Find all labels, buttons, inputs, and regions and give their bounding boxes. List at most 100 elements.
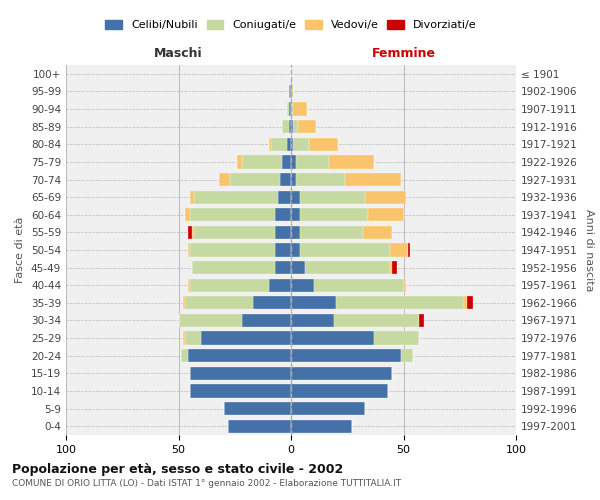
Bar [190, 208, 275, 222]
Bar [291, 420, 352, 433]
Bar [277, 190, 291, 204]
Bar [291, 261, 305, 274]
Bar [363, 226, 392, 239]
Bar [291, 332, 374, 344]
Y-axis label: Anni di nascita: Anni di nascita [584, 209, 594, 291]
Bar [183, 296, 185, 310]
Bar [194, 226, 275, 239]
Bar [305, 261, 390, 274]
Bar [185, 296, 253, 310]
Bar [401, 349, 413, 362]
Bar [291, 366, 392, 380]
Bar [237, 156, 241, 168]
Bar [190, 366, 291, 380]
Bar [192, 261, 275, 274]
Bar [289, 85, 291, 98]
Bar [190, 244, 275, 256]
Bar [287, 138, 291, 151]
Bar [291, 402, 365, 415]
Bar [345, 173, 401, 186]
Bar [192, 226, 194, 239]
Bar [280, 173, 291, 186]
Bar [291, 102, 293, 116]
Bar [223, 402, 291, 415]
Bar [289, 102, 291, 116]
Bar [291, 296, 336, 310]
Bar [291, 278, 314, 292]
Bar [253, 296, 291, 310]
Bar [241, 314, 291, 327]
Bar [291, 384, 388, 398]
Bar [271, 138, 287, 151]
Bar [309, 138, 338, 151]
Bar [289, 120, 291, 134]
Bar [291, 208, 300, 222]
Bar [275, 208, 291, 222]
Bar [269, 278, 291, 292]
Bar [287, 102, 289, 116]
Bar [291, 173, 296, 186]
Bar [374, 332, 419, 344]
Y-axis label: Fasce di età: Fasce di età [16, 217, 25, 283]
Bar [230, 173, 280, 186]
Bar [183, 332, 185, 344]
Bar [293, 102, 307, 116]
Bar [291, 138, 293, 151]
Bar [296, 173, 345, 186]
Bar [282, 156, 291, 168]
Bar [219, 173, 230, 186]
Bar [275, 244, 291, 256]
Bar [187, 244, 190, 256]
Bar [190, 190, 194, 204]
Bar [392, 261, 397, 274]
Legend: Celibi/Nubili, Coniugati/e, Vedovi/e, Divorziati/e: Celibi/Nubili, Coniugati/e, Vedovi/e, Di… [101, 15, 481, 34]
Bar [291, 314, 334, 327]
Bar [298, 120, 316, 134]
Bar [390, 261, 392, 274]
Bar [419, 314, 424, 327]
Bar [314, 278, 404, 292]
Bar [291, 349, 401, 362]
Bar [334, 314, 419, 327]
Bar [228, 420, 291, 433]
Bar [291, 226, 300, 239]
Bar [291, 120, 293, 134]
Bar [390, 244, 408, 256]
Bar [300, 190, 365, 204]
Bar [282, 120, 289, 134]
Text: Maschi: Maschi [154, 46, 203, 60]
Bar [293, 120, 298, 134]
Bar [365, 190, 406, 204]
Bar [404, 278, 406, 292]
Bar [194, 190, 277, 204]
Bar [291, 190, 300, 204]
Bar [291, 244, 300, 256]
Bar [293, 138, 309, 151]
Bar [367, 208, 404, 222]
Bar [187, 349, 291, 362]
Bar [185, 208, 190, 222]
Bar [467, 296, 473, 310]
Text: Femmine: Femmine [371, 46, 436, 60]
Bar [291, 156, 296, 168]
Text: COMUNE DI ORIO LITTA (LO) - Dati ISTAT 1° gennaio 2002 - Elaborazione TUTTITALIA: COMUNE DI ORIO LITTA (LO) - Dati ISTAT 1… [12, 479, 401, 488]
Bar [300, 244, 390, 256]
Bar [300, 208, 367, 222]
Bar [329, 156, 374, 168]
Bar [269, 138, 271, 151]
Bar [300, 226, 363, 239]
Bar [187, 278, 190, 292]
Text: Popolazione per età, sesso e stato civile - 2002: Popolazione per età, sesso e stato civil… [12, 462, 343, 475]
Bar [275, 261, 291, 274]
Bar [181, 349, 187, 362]
Bar [190, 278, 269, 292]
Bar [201, 332, 291, 344]
Bar [336, 296, 464, 310]
Bar [185, 332, 201, 344]
Bar [464, 296, 467, 310]
Bar [241, 156, 282, 168]
Bar [187, 226, 192, 239]
Bar [296, 156, 329, 168]
Bar [190, 384, 291, 398]
Bar [275, 226, 291, 239]
